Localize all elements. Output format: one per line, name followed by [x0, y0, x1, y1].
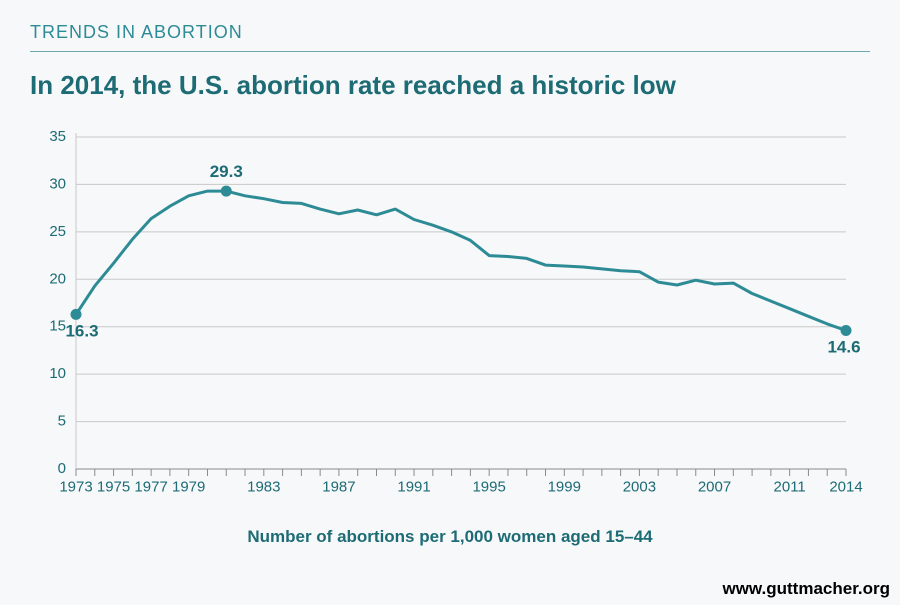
svg-text:0: 0 [58, 460, 66, 477]
source-credit: www.guttmacher.org [722, 579, 890, 599]
svg-text:1979: 1979 [172, 478, 205, 495]
svg-text:2003: 2003 [623, 478, 656, 495]
svg-text:1999: 1999 [548, 478, 581, 495]
svg-text:1977: 1977 [134, 478, 167, 495]
svg-text:29.3: 29.3 [210, 162, 243, 181]
page: TRENDS IN ABORTION In 2014, the U.S. abo… [0, 0, 900, 605]
chart-subtitle: Number of abortions per 1,000 women aged… [30, 527, 870, 547]
chart: 0 5 10 15 20 25 30 35 1973 19751977 1979 1983 1987 19… [30, 111, 870, 521]
svg-text:1987: 1987 [322, 478, 355, 495]
svg-text:1991: 1991 [397, 478, 430, 495]
svg-text:16.3: 16.3 [65, 321, 98, 340]
svg-text:14.6: 14.6 [827, 338, 860, 357]
svg-text:5: 5 [58, 413, 66, 430]
svg-text:35: 35 [49, 128, 66, 145]
header-rule [30, 51, 870, 52]
svg-text:2007: 2007 [698, 478, 731, 495]
svg-text:1973: 1973 [59, 478, 92, 495]
svg-text:2014: 2014 [829, 478, 862, 495]
svg-text:2011: 2011 [774, 478, 806, 495]
chart-title: In 2014, the U.S. abortion rate reached … [30, 70, 870, 101]
svg-text:20: 20 [49, 270, 66, 287]
svg-text:15: 15 [49, 318, 66, 335]
svg-text:10: 10 [49, 365, 66, 382]
svg-text:25: 25 [49, 223, 66, 240]
svg-text:1983: 1983 [247, 478, 280, 495]
eyebrow: TRENDS IN ABORTION [30, 22, 870, 43]
svg-text:1995: 1995 [472, 478, 505, 495]
chart-svg: 0 5 10 15 20 25 30 35 1973 19751977 1979 1983 1987 19… [30, 111, 870, 521]
svg-text:1975: 1975 [97, 478, 130, 495]
svg-text:30: 30 [49, 175, 66, 192]
